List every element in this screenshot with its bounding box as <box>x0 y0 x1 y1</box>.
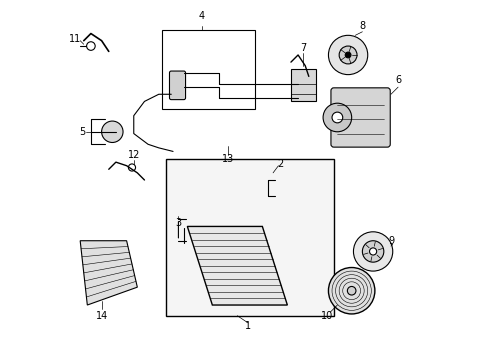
Circle shape <box>353 232 392 271</box>
Bar <box>165 158 333 316</box>
Text: 3: 3 <box>175 218 181 228</box>
Text: 11: 11 <box>68 34 81 44</box>
Circle shape <box>339 46 356 64</box>
FancyBboxPatch shape <box>169 71 185 100</box>
Text: 12: 12 <box>127 150 140 160</box>
Text: 13: 13 <box>222 154 234 163</box>
Text: 4: 4 <box>198 11 204 21</box>
Text: 5: 5 <box>79 127 85 137</box>
Circle shape <box>128 164 135 171</box>
Circle shape <box>328 267 374 314</box>
Polygon shape <box>187 226 287 305</box>
Bar <box>290 69 315 102</box>
Circle shape <box>86 42 95 50</box>
Text: 2: 2 <box>277 159 283 169</box>
Circle shape <box>346 287 355 295</box>
Text: 9: 9 <box>387 236 393 246</box>
Text: 14: 14 <box>95 311 107 321</box>
Circle shape <box>331 112 342 123</box>
Text: 10: 10 <box>320 311 332 321</box>
Polygon shape <box>80 241 137 305</box>
Text: 1: 1 <box>244 321 251 332</box>
Circle shape <box>369 248 376 255</box>
Circle shape <box>345 52 350 58</box>
Circle shape <box>102 121 123 143</box>
Circle shape <box>328 35 367 75</box>
Circle shape <box>323 103 351 132</box>
Circle shape <box>362 241 383 262</box>
FancyBboxPatch shape <box>330 88 389 147</box>
Bar <box>162 30 255 109</box>
Text: 6: 6 <box>394 75 400 85</box>
Text: 8: 8 <box>359 21 365 31</box>
Text: 7: 7 <box>300 43 306 53</box>
